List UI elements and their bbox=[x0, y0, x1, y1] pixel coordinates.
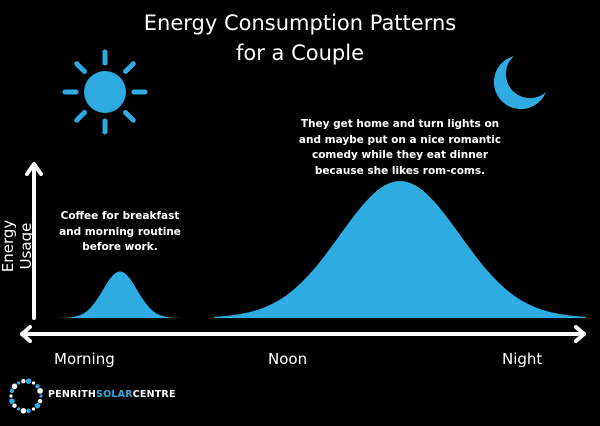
annotation-line: Coffee for breakfast bbox=[60, 210, 180, 222]
logo-part-3: CENTRE bbox=[132, 389, 176, 400]
logo-dot bbox=[37, 398, 43, 404]
logo-dot bbox=[9, 388, 15, 394]
logo-part-2: SOLAR bbox=[96, 389, 133, 400]
annotation-line: because she likes rom-coms. bbox=[314, 164, 486, 177]
x-axis-arrow bbox=[20, 325, 586, 343]
sun-ray bbox=[74, 61, 87, 74]
logo-mark bbox=[9, 378, 43, 414]
morning-usage-area bbox=[52, 271, 182, 318]
logo-dot bbox=[16, 381, 21, 385]
logo-dot bbox=[11, 383, 18, 390]
logo-dot bbox=[12, 403, 17, 408]
y-axis-arrow bbox=[25, 162, 43, 320]
logo-text: PENRITHSOLARCENTRE bbox=[48, 389, 176, 400]
logo-dot bbox=[37, 388, 43, 394]
logo-dot bbox=[9, 398, 15, 404]
evening-annotation: They get home and turn lights on and may… bbox=[280, 117, 520, 179]
annotation-line: and maybe put on a nice romantic bbox=[298, 133, 502, 146]
logo-dot bbox=[34, 402, 41, 409]
annotation-line: before work. bbox=[82, 241, 158, 253]
morning-annotation: Coffee for breakfast and morning routine… bbox=[40, 209, 200, 256]
annotation-line: They get home and turn lights on bbox=[300, 118, 500, 130]
title-line-1: Energy Consumption Patterns bbox=[143, 11, 457, 35]
logo-dot bbox=[9, 394, 13, 398]
annotation-line: and morning routine bbox=[59, 225, 181, 238]
annotation-line: comedy while they eat dinner bbox=[311, 149, 489, 161]
y-axis-label: Energy Usage bbox=[0, 219, 35, 273]
title-line-2: for a Couple bbox=[236, 41, 364, 65]
logo-dot bbox=[35, 384, 40, 389]
crescent-moon-icon bbox=[493, 56, 546, 110]
sun-icon bbox=[62, 49, 148, 135]
sun-disc bbox=[84, 71, 126, 113]
sun-ray bbox=[123, 61, 136, 74]
evening-usage-area bbox=[214, 181, 586, 318]
x-tick-noon: Noon bbox=[268, 350, 308, 368]
logo-part-1: PENRITH bbox=[48, 389, 97, 400]
logo-dot bbox=[20, 407, 27, 414]
x-tick-morning: Morning bbox=[54, 350, 115, 368]
logo-dot bbox=[26, 408, 31, 413]
logo-dot bbox=[31, 381, 36, 385]
x-tick-night: Night bbox=[502, 350, 543, 368]
logo-dot bbox=[21, 379, 26, 384]
chart-title: Energy Consumption Patterns for a Couple bbox=[0, 8, 600, 68]
logo-dot bbox=[39, 394, 43, 398]
sun-ray bbox=[123, 110, 136, 123]
logo-dot bbox=[31, 407, 36, 411]
sun-ray bbox=[74, 110, 87, 123]
logo-dot bbox=[25, 378, 32, 385]
logo-dot bbox=[16, 407, 21, 411]
